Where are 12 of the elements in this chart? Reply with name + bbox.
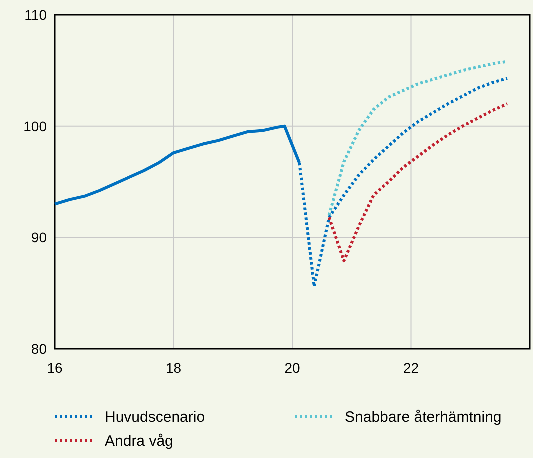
- line-series: [328, 102, 509, 263]
- x-tick-label: 16: [47, 360, 63, 376]
- y-tick-label: 80: [31, 341, 48, 357]
- y-tick-label: 90: [31, 230, 48, 246]
- x-tick-label: 22: [403, 360, 420, 376]
- legend-label: Huvudscenario: [105, 409, 206, 426]
- legend-label: Snabbare återhämtning: [345, 409, 502, 426]
- legend-label: Andra våg: [105, 433, 174, 450]
- y-tick-label: 110: [24, 7, 48, 23]
- y-tick-label: 100: [24, 118, 48, 134]
- x-tick-label: 18: [166, 360, 182, 376]
- x-tick-label: 20: [284, 360, 300, 376]
